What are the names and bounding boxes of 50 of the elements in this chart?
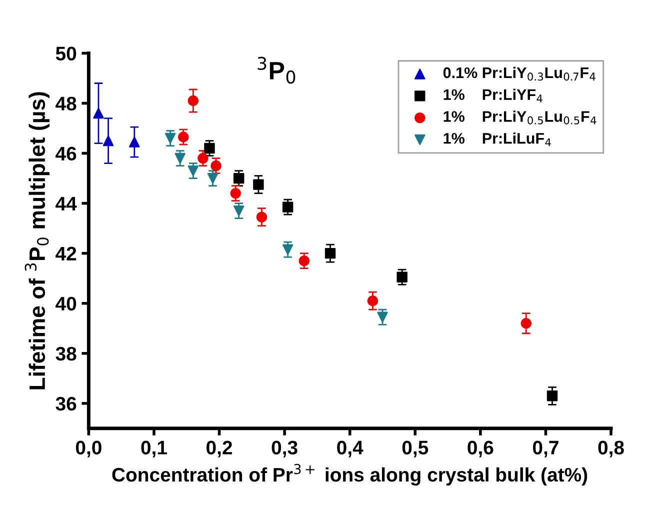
point: [396, 272, 408, 282]
point: [210, 160, 222, 172]
point: [324, 248, 336, 259]
point: [102, 135, 114, 146]
x-tick-label: 0,8: [598, 440, 624, 458]
x-axis-title: Concentration of Pr$^{3+}$ ions along crystal bulk (at%): [112, 464, 588, 486]
legend-label: 1% Pr:LiLuF$_{4}$: [444, 132, 551, 146]
point: [520, 318, 532, 329]
y-tick-label: 36: [56, 396, 76, 411]
y-tick-label: 38: [56, 346, 76, 361]
x-tick-label: 0,4: [337, 440, 364, 458]
x-tick-label: 0,3: [272, 440, 298, 458]
y-tick-label: 44: [56, 196, 77, 210]
point: [164, 132, 176, 144]
y-tick-label: 40: [56, 296, 76, 311]
chart-title: $^{3}$P$_{0}$: [258, 56, 296, 84]
y-tick-label: 46: [56, 146, 76, 161]
y-tick-label: 50: [56, 46, 76, 60]
x-tick-label: 0,7: [532, 440, 558, 458]
x-tick-label: 0,1: [141, 440, 167, 458]
point: [253, 179, 264, 190]
x-tick-label: 0,5: [402, 440, 428, 458]
point: [178, 132, 189, 142]
point: [546, 390, 558, 402]
point: [230, 188, 241, 199]
legend-label: 1% Pr:LiYF$_{4}$: [444, 88, 542, 102]
point: [204, 142, 215, 154]
point: [234, 172, 244, 184]
point: [93, 108, 104, 119]
legend-label: 0.1% Pr:LiY$_{0.3}$Lu$_{0.7}$F$_{4}$: [443, 66, 596, 81]
legend-label: 1% Pr:LiY$_{0.5}$Lu$_{0.5}$F$_{4}$: [444, 110, 596, 124]
point: [282, 202, 294, 212]
point: [174, 152, 186, 164]
point: [377, 312, 388, 322]
point: [188, 165, 199, 176]
point: [298, 255, 310, 266]
y-tick-label: 42: [56, 246, 76, 260]
point: [129, 136, 140, 148]
point: [188, 95, 199, 106]
y-tick-label: 48: [56, 96, 76, 110]
point: [367, 296, 378, 306]
point: [282, 244, 294, 255]
x-tick-label: 0,2: [206, 440, 232, 458]
y-axis-title: Lifetime of $^{3}$P$_{0}$ multiplet (µs): [24, 92, 50, 390]
point: [207, 172, 218, 184]
point: [234, 205, 244, 216]
point: [256, 212, 268, 222]
x-tick-label: 0,6: [468, 440, 494, 458]
x-tick-label: 0,0: [76, 440, 102, 458]
point: [198, 152, 208, 164]
